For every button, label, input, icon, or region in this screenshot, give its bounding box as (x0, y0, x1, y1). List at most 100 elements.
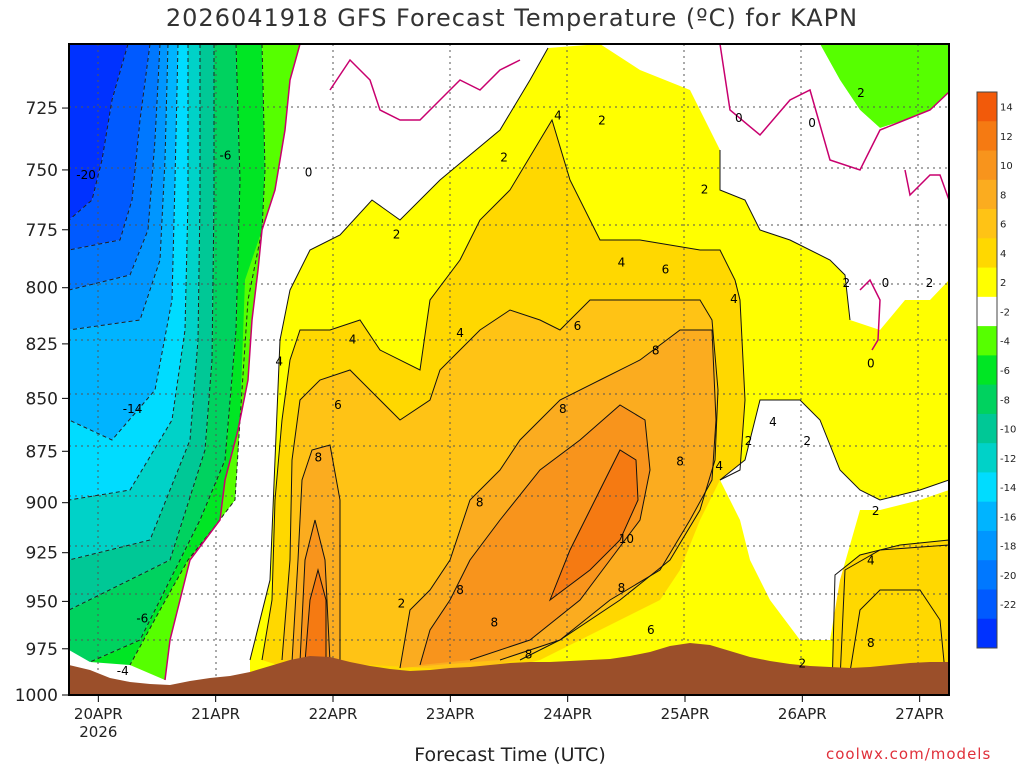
contour-zero-right-2 (859, 278, 881, 351)
colorbar-tick-label: -18 (1000, 542, 1016, 553)
band-4-right (832, 540, 949, 690)
colorbar-frame (976, 91, 998, 649)
contour-label: 4 (769, 415, 777, 429)
colorbar-swatch (977, 121, 997, 152)
contour-2-right (719, 150, 851, 321)
band-minus2 (262, 44, 300, 230)
credit-link[interactable]: coolwx.com/models (826, 745, 992, 763)
x-tick-label: 20APR (74, 705, 123, 723)
x-axis-label: Forecast Time (UTC) (414, 744, 606, 766)
contour-label: 4 (275, 354, 283, 368)
y-axis: 725 750 775 800 825 850 875 900 925 950 975 1000 (15, 99, 69, 706)
contour-minus10 (69, 44, 189, 501)
colorbar-tick-label: 14 (1000, 103, 1013, 114)
contour-label: 8 (456, 583, 464, 597)
contour-minus16 (69, 44, 161, 291)
colorbar-swatch (977, 267, 997, 298)
band-12 (550, 450, 638, 600)
contour-4-right (831, 539, 949, 691)
y-tick-label: 875 (26, 442, 58, 462)
band-0-lower-right (720, 400, 949, 640)
colorbar-swatch (977, 589, 997, 620)
contour-label: 4 (349, 332, 357, 346)
colorbar-swatch (977, 530, 997, 561)
y-tick-label: 750 (26, 161, 58, 181)
band-minus2-lower (130, 230, 262, 680)
colorbar-swatch (977, 618, 997, 649)
colorbar-swatch (977, 501, 997, 532)
colorbar-tick-label: -16 (1000, 512, 1016, 523)
contour-2-lowright (719, 399, 949, 501)
band-minus14 (69, 44, 178, 440)
contour-zero-top (329, 58, 521, 121)
x-tick-label: 27APR (895, 705, 944, 723)
band-0-topright (720, 44, 949, 300)
colorbar-tick-label: -12 (1000, 454, 1016, 465)
contour-label: -6 (136, 612, 148, 626)
contour-label: 4 (867, 554, 875, 568)
colorbar-swatch (977, 179, 997, 210)
colorbar-tick-label: -20 (1000, 571, 1016, 582)
y-tick-label: 800 (26, 279, 58, 299)
colorbar-swatch (977, 150, 997, 181)
contour-label: 8 (867, 636, 875, 650)
contour-label: 0 (882, 276, 890, 290)
x-tick-label: 22APR (309, 705, 358, 723)
band-minus6 (69, 44, 240, 662)
contour-minus14 (69, 44, 169, 331)
colorbar-tick-label: 10 (1000, 161, 1013, 172)
colorbar-tick-label: 4 (1000, 249, 1006, 260)
contour-label: 2 (701, 182, 709, 196)
contour-label: 2 (745, 434, 753, 448)
contour-12-center (548, 449, 639, 602)
colorbar-tick-label: 8 (1000, 190, 1006, 201)
contour-label: 0 (867, 357, 875, 371)
x-tick-label: 25APR (661, 705, 710, 723)
contour-label: 8 (618, 581, 626, 595)
y-tick-label: 725 (26, 99, 58, 119)
contour-zero-right-3 (904, 169, 949, 201)
colorbar-tick-label: -22 (1000, 600, 1016, 611)
y-tick-label: 775 (26, 221, 58, 241)
contour-minus20 (69, 44, 129, 221)
band-minus10 (69, 44, 200, 560)
colorbar-tick-label: 2 (1000, 278, 1006, 289)
colorbar-swatch (977, 443, 997, 473)
contour-label: 0 (305, 165, 313, 179)
colorbar-swatch (977, 355, 997, 386)
colorbar-tick-label: 12 (1000, 132, 1013, 143)
plot-frame (68, 43, 950, 696)
contour-minus4 (89, 44, 241, 663)
zero-contours (164, 44, 949, 681)
contour-label: 2 (598, 114, 606, 128)
contour-zero-main (164, 44, 301, 681)
colorbar-tick-label: -2 (1000, 307, 1010, 318)
terrain (69, 643, 949, 695)
contour-label: 0 (808, 116, 816, 130)
band-minus16 (69, 44, 168, 330)
contour-label: 4 (715, 459, 723, 473)
colorbar-tick-label: -4 (1000, 337, 1010, 348)
y-tick-label: 925 (26, 544, 58, 564)
contour-label: 6 (662, 262, 670, 276)
colorbar-tick-label: -6 (1000, 366, 1010, 377)
x-tick-label: 24APR (543, 705, 592, 723)
contour-labels: -20 -6 -14 -6 -4 0 2 4 4 6 8 2 8 8 8 8 4 2 4 2 8 6 4 6 8 10 8 6 8 4 2 4… (76, 86, 933, 678)
contour-label: 8 (315, 451, 323, 465)
contour-12-left (304, 568, 327, 663)
contour-label: 4 (554, 109, 562, 123)
contour-zero-right (719, 44, 949, 171)
y-tick-label: 950 (26, 592, 58, 612)
plot-area: -20 -6 -14 -6 -4 0 2 4 4 6 8 2 8 8 8 8 4 2 4 2 8 6 4 6 8 10 8 6 8 4 2 4… (69, 44, 949, 695)
contour-minus6 (69, 44, 215, 611)
colorbar-swatch (977, 413, 997, 444)
contour-label: 2 (398, 596, 406, 610)
colorbar-tick-label: -10 (1000, 425, 1016, 436)
x-tick-sublabel: 2026 (79, 723, 117, 741)
contour-label: 6 (334, 398, 342, 412)
band-10-center (420, 405, 650, 665)
contour-minus18 (69, 44, 151, 251)
colorbar-swatch (977, 92, 997, 122)
band-minus22 (69, 44, 128, 220)
contour-8-right (849, 589, 946, 673)
